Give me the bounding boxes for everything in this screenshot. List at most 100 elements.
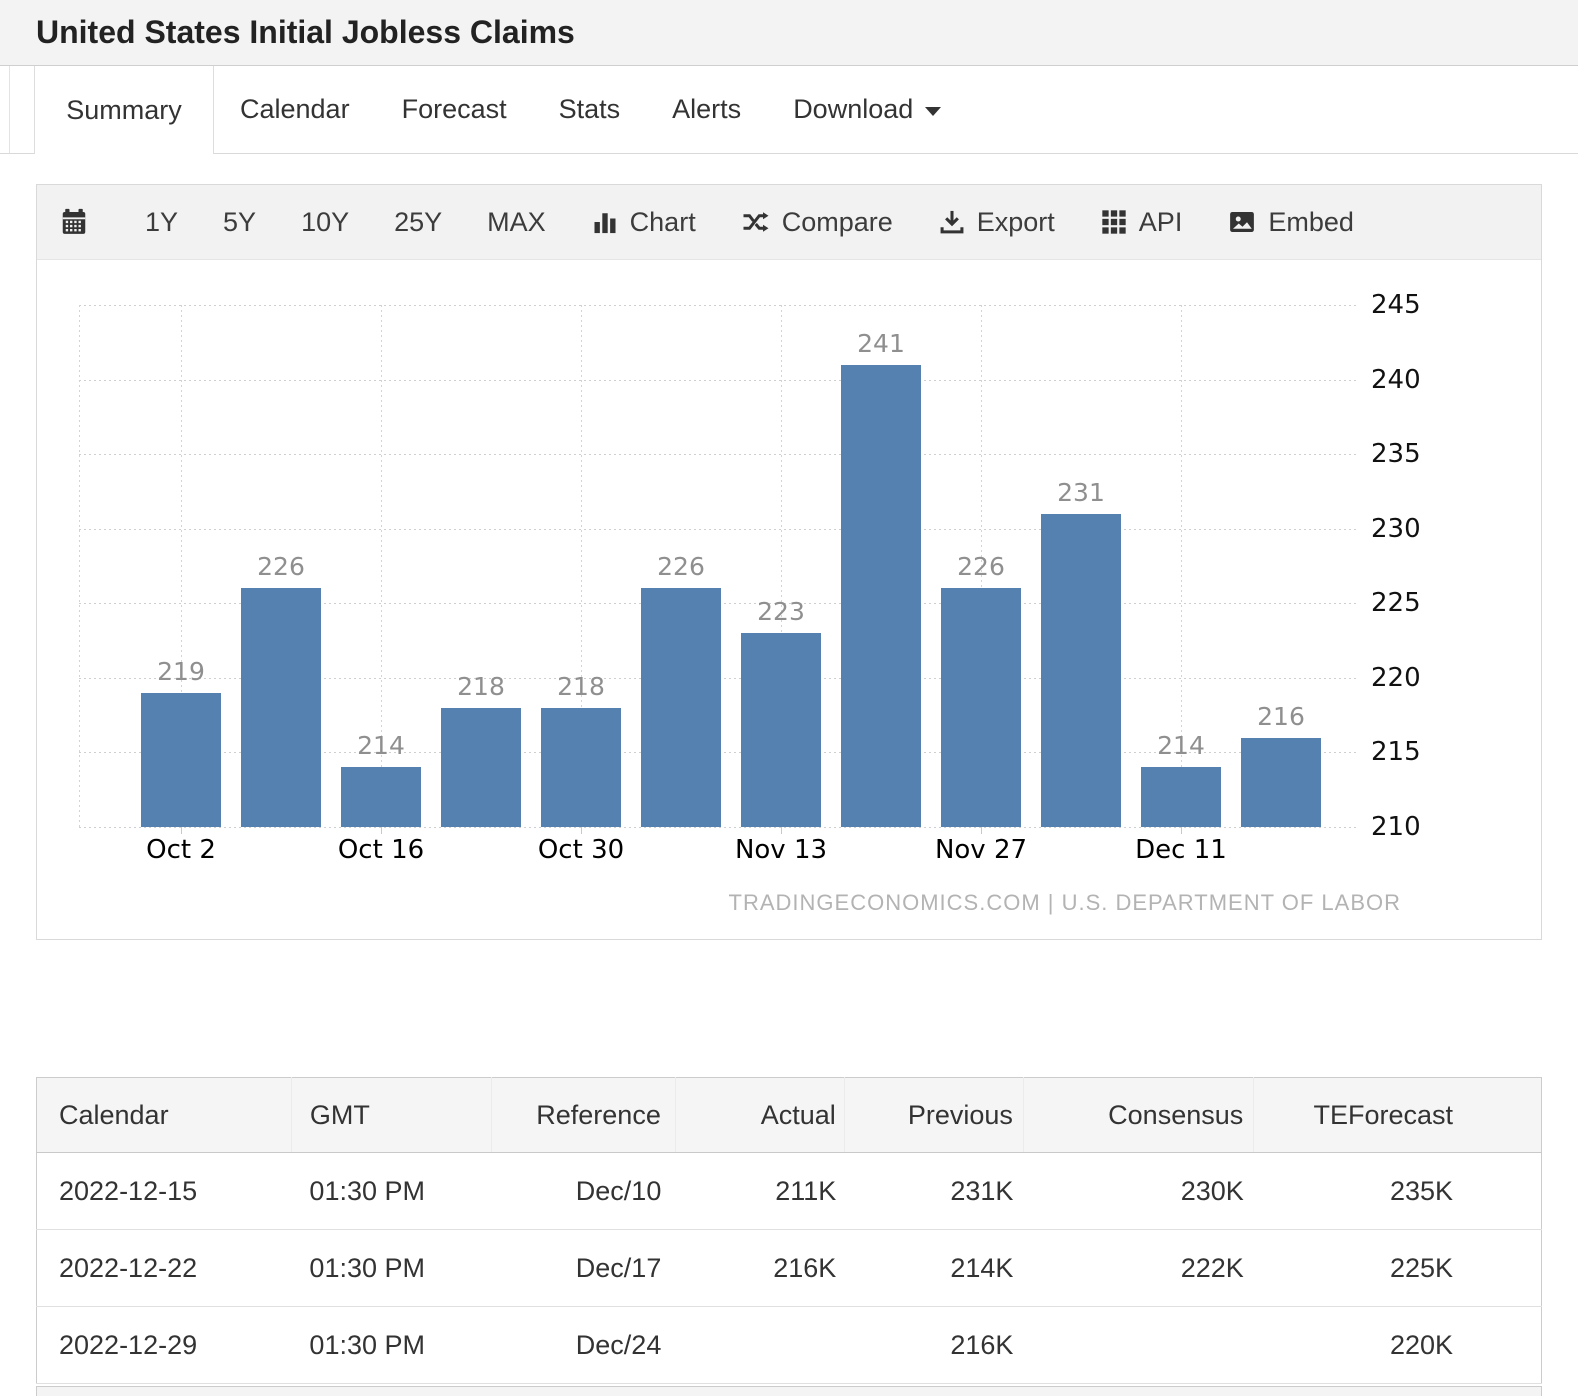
y-axis-tick-label: 235 xyxy=(1371,439,1421,470)
chart-bar[interactable] xyxy=(241,588,321,827)
cell-reference: Dec/24 xyxy=(491,1306,676,1384)
range-5y-button[interactable]: 5Y xyxy=(223,206,257,237)
gridline-horizontal xyxy=(79,379,1356,381)
gridline-horizontal xyxy=(79,528,1356,530)
gridline-vertical xyxy=(381,305,382,827)
bar-value-label: 223 xyxy=(757,597,805,627)
bar-value-label: 216 xyxy=(1257,701,1305,731)
cell-previous: 216K xyxy=(844,1306,1024,1384)
cell-teforecast: 220K xyxy=(1253,1306,1542,1384)
chart-panel: 1Y 5Y 10Y 25Y MAX Chart xyxy=(36,184,1542,940)
cell-reference: Dec/10 xyxy=(491,1152,676,1230)
x-axis-tick xyxy=(581,827,582,834)
bar-value-label: 214 xyxy=(1157,731,1205,761)
tab-calendar[interactable]: Calendar xyxy=(240,94,350,124)
compare-button[interactable]: Compare xyxy=(741,207,893,238)
range-25y-button[interactable]: 25Y xyxy=(394,206,443,237)
gridline-vertical xyxy=(79,305,80,827)
image-icon xyxy=(1227,207,1257,237)
x-axis-tick-label: Dec 11 xyxy=(1135,835,1227,865)
y-axis-tick-label: 225 xyxy=(1371,588,1421,619)
bar-value-label: 241 xyxy=(857,328,905,358)
gridline-vertical xyxy=(981,305,982,827)
table-row: 2022-12-29 01:30 PM Dec/24 216K 220K xyxy=(36,1306,1542,1384)
col-header-actual: Actual xyxy=(675,1077,845,1153)
compare-label: Compare xyxy=(781,206,893,237)
x-axis-tick xyxy=(1181,827,1182,834)
table-header-row: Calendar GMT Reference Actual Previous C… xyxy=(36,1077,1542,1153)
tab-download-label: Download xyxy=(793,94,914,124)
cell-date: 2022-12-29 xyxy=(36,1306,292,1384)
gridline-vertical xyxy=(581,305,582,827)
cell-consensus: 222K xyxy=(1023,1229,1254,1307)
gridline-horizontal xyxy=(79,305,1356,306)
chart-bar[interactable] xyxy=(841,364,921,827)
calendar-table: Calendar GMT Reference Actual Previous C… xyxy=(36,1077,1542,1384)
col-header-consensus: Consensus xyxy=(1023,1077,1255,1153)
chart-bar[interactable] xyxy=(641,588,721,827)
chart-bar[interactable] xyxy=(541,707,621,827)
tab-bar: Summary Calendar Forecast Stats Alerts D… xyxy=(0,66,1578,154)
table-row: 2022-12-22 01:30 PM Dec/17 216K 214K 222… xyxy=(36,1229,1542,1307)
chart-bar[interactable] xyxy=(741,633,821,827)
cell-date: 2022-12-22 xyxy=(36,1229,292,1307)
col-header-gmt: GMT xyxy=(291,1077,492,1153)
x-axis-tick-label: Nov 27 xyxy=(934,835,1028,865)
bar-value-label: 218 xyxy=(457,671,505,701)
chart-type-label: Chart xyxy=(629,206,696,237)
chevron-down-icon xyxy=(925,107,942,116)
y-axis-tick-label: 210 xyxy=(1371,812,1421,842)
date-range-calendar-button[interactable] xyxy=(59,207,100,237)
chart-bar[interactable] xyxy=(941,588,1021,827)
chart-bar[interactable] xyxy=(1241,737,1321,827)
y-axis-tick-label: 220 xyxy=(1371,662,1421,693)
range-10y-button[interactable]: 10Y xyxy=(301,206,350,237)
tab-alerts[interactable]: Alerts xyxy=(672,94,742,124)
cell-reference: Dec/17 xyxy=(491,1229,676,1307)
tab-summary[interactable]: Summary xyxy=(34,66,214,154)
export-label: Export xyxy=(976,206,1055,237)
bar-value-label: 214 xyxy=(357,731,405,761)
cell-gmt: 01:30 PM xyxy=(291,1152,492,1230)
col-header-reference: Reference xyxy=(491,1077,676,1153)
api-label: API xyxy=(1138,206,1183,237)
tab-download[interactable]: Download xyxy=(767,66,967,153)
chart-watermark: TRADINGECONOMICS.COM | U.S. DEPARTMENT O… xyxy=(728,890,1401,915)
cell-gmt: 01:30 PM xyxy=(291,1229,492,1307)
cell-actual xyxy=(675,1306,845,1384)
cell-teforecast: 235K xyxy=(1253,1152,1542,1230)
tab-bar-left-notch xyxy=(0,66,10,153)
y-axis-tick-label: 215 xyxy=(1371,737,1421,768)
grid-icon xyxy=(1100,208,1128,236)
api-button[interactable]: API xyxy=(1100,206,1183,238)
chart-bar[interactable] xyxy=(1141,767,1221,827)
page-header: United States Initial Jobless Claims xyxy=(0,0,1578,66)
cell-previous: 231K xyxy=(844,1152,1024,1230)
x-axis-tick-label: Oct 30 xyxy=(537,835,625,865)
gridline-vertical xyxy=(781,305,782,827)
range-1y-button[interactable]: 1Y xyxy=(145,206,179,237)
chart-type-button[interactable]: Chart xyxy=(591,207,696,238)
bar-value-label: 219 xyxy=(157,656,205,686)
gridline-vertical xyxy=(181,305,182,827)
chart-bar[interactable] xyxy=(441,707,521,827)
calendar-icon xyxy=(59,207,89,237)
x-axis-tick xyxy=(381,827,382,834)
y-axis-tick-label: 240 xyxy=(1371,364,1421,395)
shuffle-icon xyxy=(741,207,771,237)
range-max-button[interactable]: MAX xyxy=(487,206,546,237)
chart-bar[interactable] xyxy=(141,692,221,827)
y-axis-tick-label: 230 xyxy=(1371,513,1421,544)
embed-button[interactable]: Embed xyxy=(1227,207,1354,238)
export-button[interactable]: Export xyxy=(938,207,1055,238)
gridline-vertical xyxy=(1181,305,1182,827)
col-header-teforecast: TEForecast xyxy=(1253,1077,1542,1153)
col-header-calendar: Calendar xyxy=(36,1077,292,1153)
bar-value-label: 231 xyxy=(1057,477,1105,507)
x-axis-tick-label: Oct 2 xyxy=(146,835,216,865)
tab-forecast[interactable]: Forecast xyxy=(401,94,507,124)
x-axis-tick xyxy=(781,827,782,834)
chart-bar[interactable] xyxy=(1041,513,1121,827)
chart-bar[interactable] xyxy=(341,767,421,827)
tab-stats[interactable]: Stats xyxy=(558,94,621,124)
